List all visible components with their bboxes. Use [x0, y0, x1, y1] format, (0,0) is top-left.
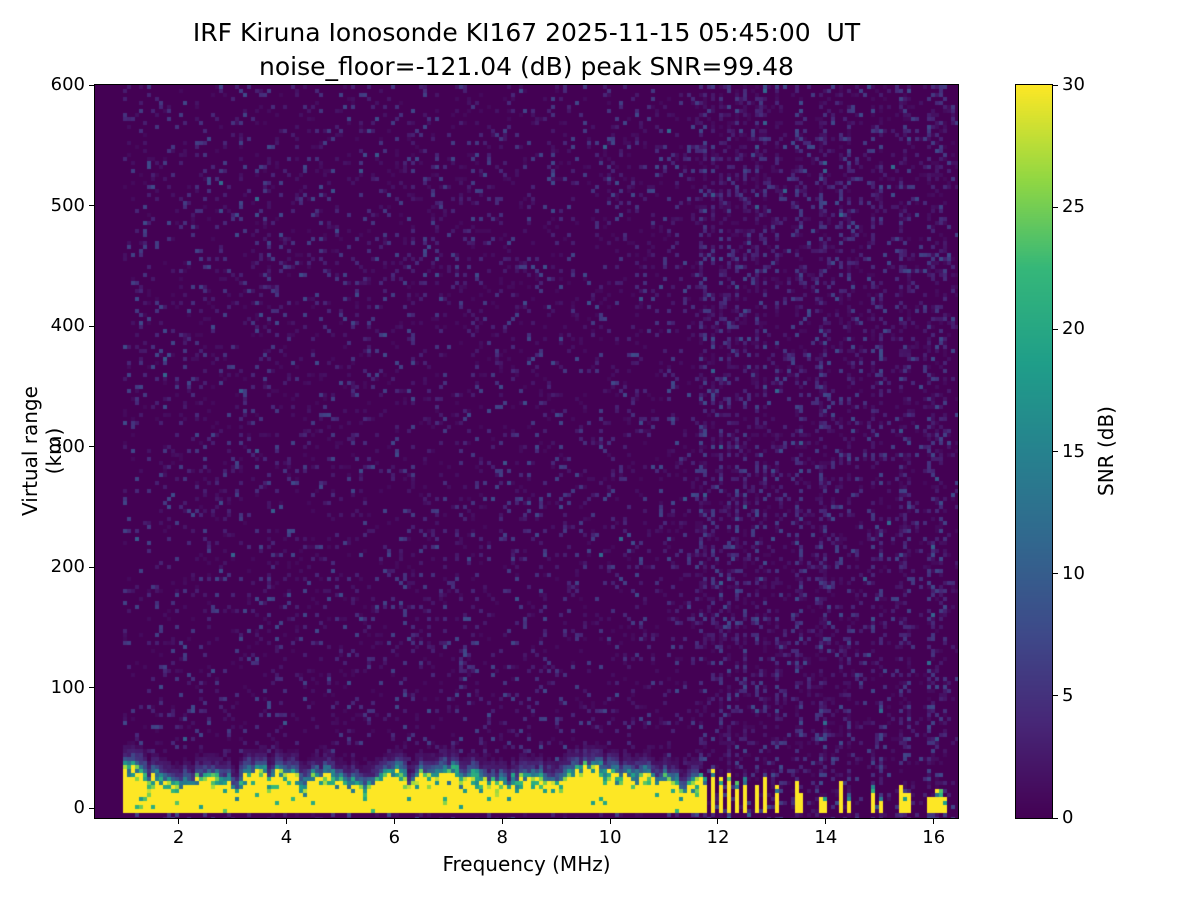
y-tick-label: 600 [50, 74, 85, 95]
colorbar-tick-mark [1053, 573, 1058, 575]
x-tick-mark [717, 819, 719, 824]
x-tick-label: 16 [922, 827, 946, 848]
x-tick-mark [393, 819, 395, 824]
x-tick-label: 12 [706, 827, 730, 848]
y-tick-label: 400 [50, 315, 85, 337]
x-tick-label: 14 [814, 827, 838, 848]
y-tick-label: 100 [50, 676, 85, 698]
colorbar-tick-label: 25 [1062, 196, 1085, 218]
colorbar-tick-mark [1053, 206, 1058, 208]
colorbar-tick-label: 0 [1062, 807, 1074, 828]
colorbar-tick-mark [1053, 817, 1058, 819]
colorbar-tick-label: 5 [1062, 684, 1074, 706]
colorbar-tick-label: 30 [1062, 74, 1085, 95]
x-tick-mark [933, 819, 935, 824]
colorbar-label: SNR (dB) [1094, 406, 1118, 496]
ionogram-canvas [95, 85, 958, 818]
x-tick-label: 2 [172, 827, 185, 848]
x-tick-label: 6 [388, 827, 401, 848]
x-tick-mark [501, 819, 503, 824]
x-tick-mark [178, 819, 180, 824]
x-tick-mark [609, 819, 611, 824]
y-tick-label: 500 [50, 194, 85, 216]
y-axis-label: Virtual range (km) [18, 386, 66, 516]
x-tick-label: 10 [598, 827, 622, 848]
y-tick-label: 0 [73, 797, 85, 819]
x-tick-label: 4 [280, 827, 293, 848]
colorbar-canvas [1016, 85, 1052, 818]
x-tick-mark [825, 819, 827, 824]
chart-subtitle: noise_floor=-121.04 (dB) peak SNR=99.48 [259, 52, 794, 81]
x-axis-label: Frequency (MHz) [442, 852, 611, 876]
colorbar-tick-mark [1053, 328, 1058, 330]
chart-title: IRF Kiruna Ionosonde KI167 2025-11-15 05… [192, 18, 861, 47]
x-tick-label: 8 [496, 827, 508, 848]
colorbar-tick-mark [1053, 451, 1058, 452]
colorbar-tick-mark [1053, 695, 1058, 697]
colorbar-tick-mark [1053, 84, 1058, 86]
plot-frame [94, 84, 959, 819]
colorbar [1015, 84, 1053, 819]
x-tick-mark [285, 819, 287, 824]
y-tick-label: 200 [50, 556, 85, 578]
colorbar-tick-label: 20 [1062, 318, 1085, 340]
colorbar-tick-label: 10 [1062, 562, 1085, 584]
